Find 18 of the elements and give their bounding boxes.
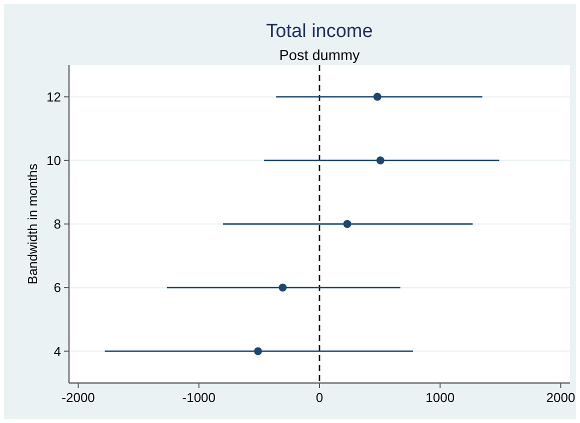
chart-subtitle: Post dummy bbox=[279, 48, 361, 64]
point bbox=[343, 220, 352, 228]
point bbox=[376, 156, 384, 164]
y-tick-label: 8 bbox=[54, 216, 61, 232]
point bbox=[254, 347, 262, 356]
chart-title: Total income bbox=[266, 21, 373, 42]
y-tick-label: 4 bbox=[54, 344, 61, 359]
y-axis-title: Bandwidth in months bbox=[25, 163, 40, 284]
point bbox=[373, 92, 382, 101]
x-tick-label: 0 bbox=[316, 390, 324, 405]
y-tick-label: 12 bbox=[46, 89, 61, 104]
x-tick-label: -1000 bbox=[182, 390, 216, 405]
y-tick-label: 6 bbox=[54, 280, 61, 296]
x-tick-label: -2000 bbox=[62, 390, 95, 405]
x-tick-label: 2000 bbox=[546, 390, 576, 405]
x-tick-label: 1000 bbox=[426, 390, 455, 405]
y-tick-label: 10 bbox=[46, 152, 61, 168]
point bbox=[278, 284, 287, 292]
